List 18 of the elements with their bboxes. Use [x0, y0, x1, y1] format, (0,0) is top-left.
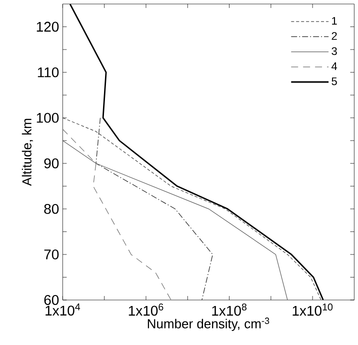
y-tick-label: 100	[36, 112, 59, 123]
y-tick-label: 60	[44, 295, 59, 305]
x-tick-label: 1x10$^{10}$	[292, 304, 333, 316]
y-tick-label: 120	[36, 22, 59, 32]
x-axis-title: Number density, cm$^{-3}$	[148, 318, 270, 331]
y-axis-title: Altitude, km	[22, 118, 33, 186]
x-tick-label: 1x10$^{6}$	[128, 304, 164, 316]
legend-label: 3	[332, 47, 337, 56]
legend-label: 2	[332, 32, 337, 40]
y-tick-label: 80	[44, 204, 59, 214]
y-tick-label: 70	[44, 250, 59, 260]
x-tick-label: 1x10$^{4}$	[46, 304, 80, 316]
legend-label: 5	[332, 77, 337, 86]
x-tick-label: 1x10$^{8}$	[212, 304, 246, 316]
legend-label: 4	[332, 62, 338, 70]
y-tick-label: 110	[38, 67, 59, 78]
y-tick-label: 90	[44, 158, 59, 168]
legend-label: 1	[332, 17, 337, 25]
